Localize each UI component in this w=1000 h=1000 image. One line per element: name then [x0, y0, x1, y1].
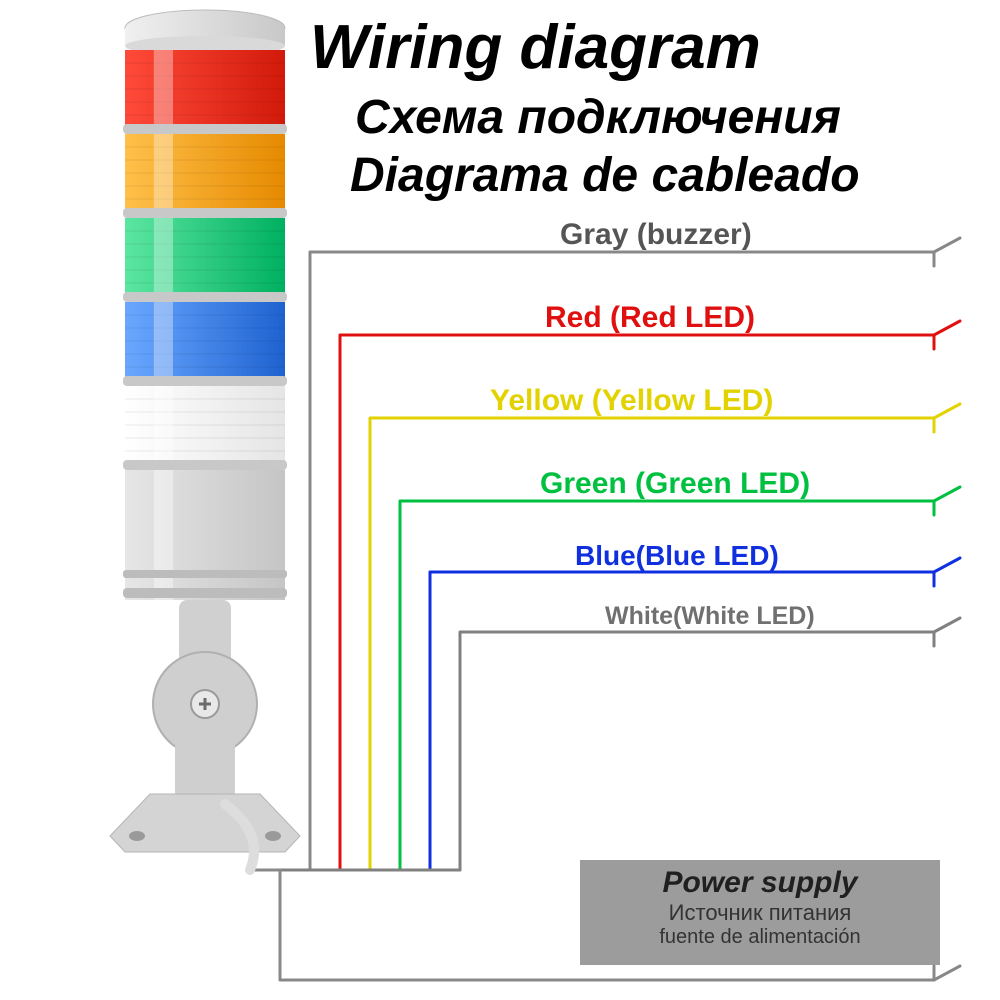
- label-blue: Blue(Blue LED): [575, 540, 779, 572]
- label-yellow: Yellow (Yellow LED): [490, 384, 773, 418]
- power-supply-ru: Источник питания: [580, 900, 940, 926]
- label-white: White(White LED): [605, 602, 815, 631]
- title-main: Wiring diagram: [310, 12, 761, 83]
- label-gray: Gray (buzzer): [560, 218, 752, 252]
- label-green: Green (Green LED): [540, 467, 810, 501]
- title-es: Diagrama de cableado: [350, 148, 860, 203]
- power-supply-es: fuente de alimentación: [580, 926, 940, 949]
- power-supply-box: Power supply Источник питания fuente de …: [580, 860, 940, 965]
- label-red: Red (Red LED): [545, 301, 755, 335]
- title-ru: Схема подключения: [355, 90, 841, 145]
- power-supply-title: Power supply: [580, 866, 940, 900]
